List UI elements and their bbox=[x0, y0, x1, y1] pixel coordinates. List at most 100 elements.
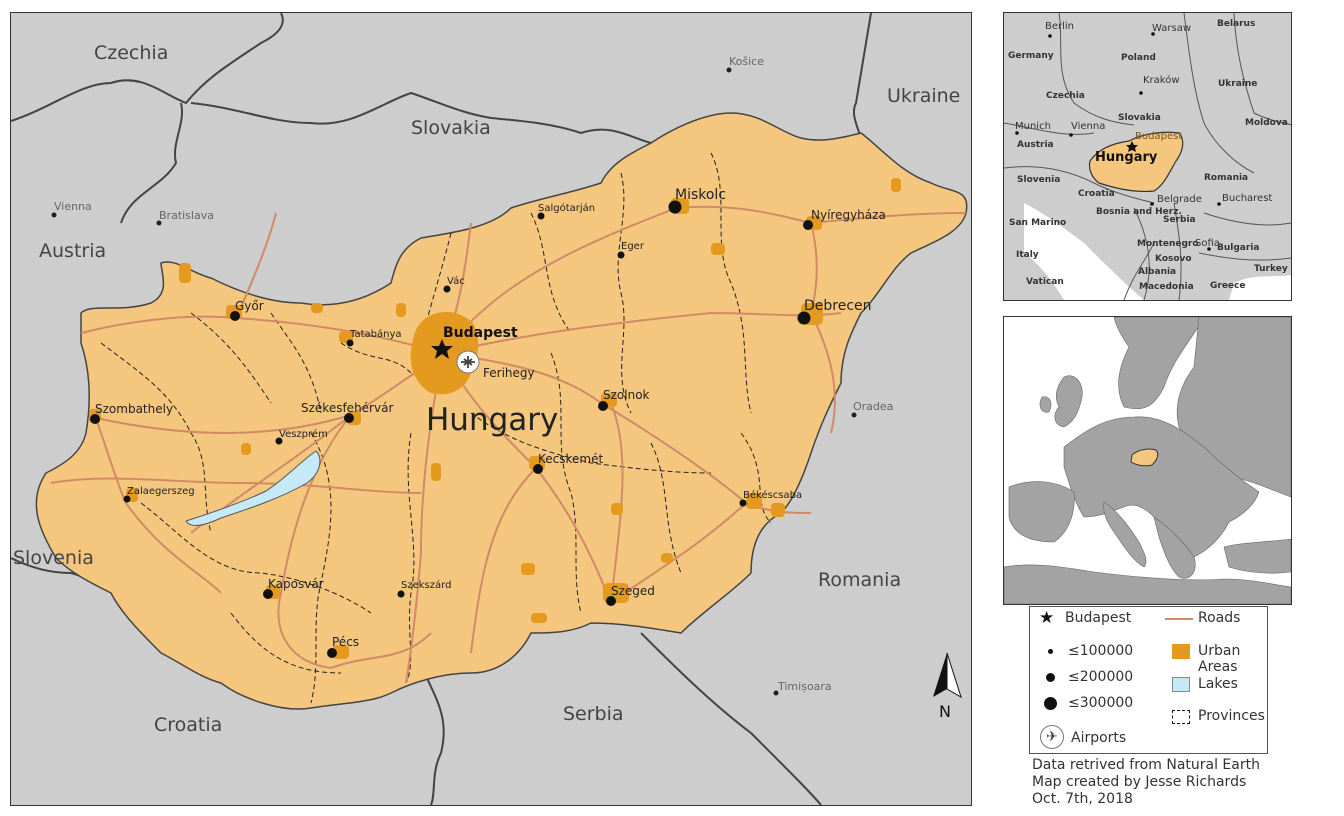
svg-text:Romania: Romania bbox=[1204, 173, 1248, 183]
nyiregyhaza-dot bbox=[803, 220, 813, 230]
svg-text:Macedonia: Macedonia bbox=[1139, 282, 1194, 292]
tatabanya-label: Tatabánya bbox=[349, 328, 402, 340]
salgotarjan-label: Salgótarján bbox=[538, 202, 595, 214]
legend-pop-small-label: ≤100000 bbox=[1068, 643, 1134, 659]
croatia-serbia-border bbox=[420, 662, 445, 805]
svg-text:Bulgaria: Bulgaria bbox=[1217, 243, 1259, 253]
svg-text:Moldova: Moldova bbox=[1245, 118, 1288, 128]
szekszard-label: Szekszárd bbox=[401, 579, 451, 591]
szombathely-dot bbox=[90, 414, 100, 424]
country-labels: Czechia Slovakia Ukraine Austria Sloveni… bbox=[13, 42, 960, 736]
bekescsaba-label: Békéscsaba bbox=[743, 489, 802, 501]
legend-province-swatch bbox=[1172, 710, 1190, 724]
oradea-label: Oradea bbox=[853, 400, 893, 413]
inset-region-svg: Berlin Warsaw Belarus Germany Poland Cze… bbox=[1004, 13, 1291, 300]
airport-icon[interactable] bbox=[456, 350, 480, 374]
timisoara-dot bbox=[773, 690, 779, 696]
budapest-label: Budapest bbox=[443, 325, 518, 341]
timisoara-label: Timișoara bbox=[777, 680, 832, 693]
slovenia-label: Slovenia bbox=[13, 547, 94, 569]
svg-text:Belgrade: Belgrade bbox=[1157, 194, 1202, 205]
svg-text:Munich: Munich bbox=[1015, 121, 1051, 132]
inset-europe-map bbox=[1003, 316, 1292, 605]
debrecen-label: Debrecen bbox=[804, 298, 872, 314]
szolnok-label: Szolnok bbox=[603, 388, 650, 402]
eger-dot bbox=[617, 251, 625, 259]
kaposvar-label: Kaposvár bbox=[268, 577, 324, 591]
foreign-city-labels: Košice Vienna Bratislava Oradea Timișoar… bbox=[54, 55, 893, 693]
svg-text:Kosovo: Kosovo bbox=[1155, 254, 1192, 264]
svg-text:Turkey: Turkey bbox=[1254, 264, 1288, 274]
inset-region-labels: Berlin Warsaw Belarus Germany Poland Cze… bbox=[1008, 19, 1288, 292]
legend-dot-small-icon bbox=[1048, 649, 1053, 654]
miskolc-label: Miskolc bbox=[675, 187, 726, 203]
czech-austria-border bbox=[120, 102, 183, 224]
legend-pop-large-label: ≤300000 bbox=[1068, 695, 1134, 711]
serbia-romania-border bbox=[640, 632, 822, 805]
szolnok-dot bbox=[598, 401, 608, 411]
svg-text:Slovakia: Slovakia bbox=[1118, 113, 1161, 123]
serbia-label: Serbia bbox=[563, 703, 624, 725]
legend: ★ Budapest Roads ≤100000 Urban Areas ≤20… bbox=[1029, 606, 1268, 754]
inset-europe-svg bbox=[1004, 317, 1291, 604]
szekszard-dot bbox=[397, 590, 405, 598]
lake-balaton bbox=[185, 450, 321, 526]
gyor-label: Győr bbox=[235, 299, 264, 313]
nyiregyhaza-label: Nyíregyháza bbox=[811, 208, 886, 222]
svg-text:Greece: Greece bbox=[1210, 281, 1245, 291]
ukraine-label: Ukraine bbox=[887, 85, 960, 107]
zalaegerszeg-label: Zalaegerszeg bbox=[127, 486, 195, 497]
szeged-dot bbox=[606, 596, 616, 606]
gyor-dot bbox=[230, 311, 240, 321]
adriatic-sea bbox=[1024, 203, 1144, 300]
salgotarjan-dot bbox=[537, 212, 545, 220]
svg-text:Germany: Germany bbox=[1008, 51, 1054, 61]
city-dots bbox=[90, 200, 813, 658]
kecskemet-dot bbox=[533, 464, 543, 474]
legend-urban-swatch bbox=[1172, 644, 1190, 659]
north-arrow: N bbox=[929, 651, 965, 721]
inset-region-map: Berlin Warsaw Belarus Germany Poland Cze… bbox=[1003, 12, 1292, 301]
credits-line-2: Map created by Jesse Richards bbox=[1032, 774, 1247, 790]
svg-text:San Marino: San Marino bbox=[1009, 218, 1066, 228]
legend-urban-label: Urban Areas bbox=[1198, 643, 1241, 675]
slovak-poland-border bbox=[190, 91, 652, 144]
svg-text:Croatia: Croatia bbox=[1078, 189, 1115, 199]
urban-areas bbox=[89, 178, 901, 659]
legend-provinces-label: Provinces bbox=[1198, 708, 1265, 724]
kecskemet-label: Kecskemét bbox=[538, 452, 603, 466]
legend-roads-label: Roads bbox=[1198, 610, 1241, 626]
romania-label: Romania bbox=[818, 569, 901, 591]
main-map-svg: Czechia Slovakia Ukraine Austria Sloveni… bbox=[11, 13, 968, 805]
credits: Data retrived from Natural Earth Map cre… bbox=[1032, 757, 1260, 808]
svg-text:Poland: Poland bbox=[1121, 53, 1156, 63]
oradea-dot bbox=[851, 412, 857, 418]
svg-text:Serbia: Serbia bbox=[1163, 215, 1196, 225]
hungary-label: Hungary bbox=[426, 402, 558, 438]
foreign-city-dots bbox=[51, 67, 857, 696]
szeged-label: Szeged bbox=[611, 584, 655, 598]
europe-landmass bbox=[1004, 317, 1291, 604]
szekesfehervar-label: Székesfehérvár bbox=[301, 401, 393, 415]
legend-dot-large-icon bbox=[1044, 697, 1057, 710]
szekesfehervar-dot bbox=[344, 413, 354, 423]
credits-line-3: Oct. 7th, 2018 bbox=[1032, 791, 1133, 807]
legend-star-icon: ★ bbox=[1039, 608, 1055, 628]
debrecen-dot bbox=[797, 311, 811, 325]
city-labels: Miskolc Debrecen Nyíregyháza Salgótarján… bbox=[95, 187, 886, 649]
hungary-shape bbox=[35, 112, 968, 710]
czechia-border bbox=[11, 13, 284, 122]
legend-airport-icon: ✈ bbox=[1040, 725, 1064, 749]
svg-text:Vienna: Vienna bbox=[1071, 121, 1105, 132]
legend-lake-swatch bbox=[1172, 677, 1190, 692]
inset-region-borders bbox=[1004, 13, 1291, 300]
veszprem-dot bbox=[275, 437, 283, 445]
svg-text:Belarus: Belarus bbox=[1217, 19, 1255, 29]
vac-dot bbox=[443, 285, 451, 293]
svg-text:Budapest: Budapest bbox=[1135, 131, 1182, 142]
svg-text:Albania: Albania bbox=[1138, 267, 1176, 277]
inset-hungary-shape bbox=[1088, 131, 1184, 193]
legend-dot-medium-icon bbox=[1046, 673, 1055, 682]
svg-text:Bosnia and Herz.: Bosnia and Herz. bbox=[1096, 207, 1182, 217]
svg-text:Czechia: Czechia bbox=[1046, 91, 1085, 101]
